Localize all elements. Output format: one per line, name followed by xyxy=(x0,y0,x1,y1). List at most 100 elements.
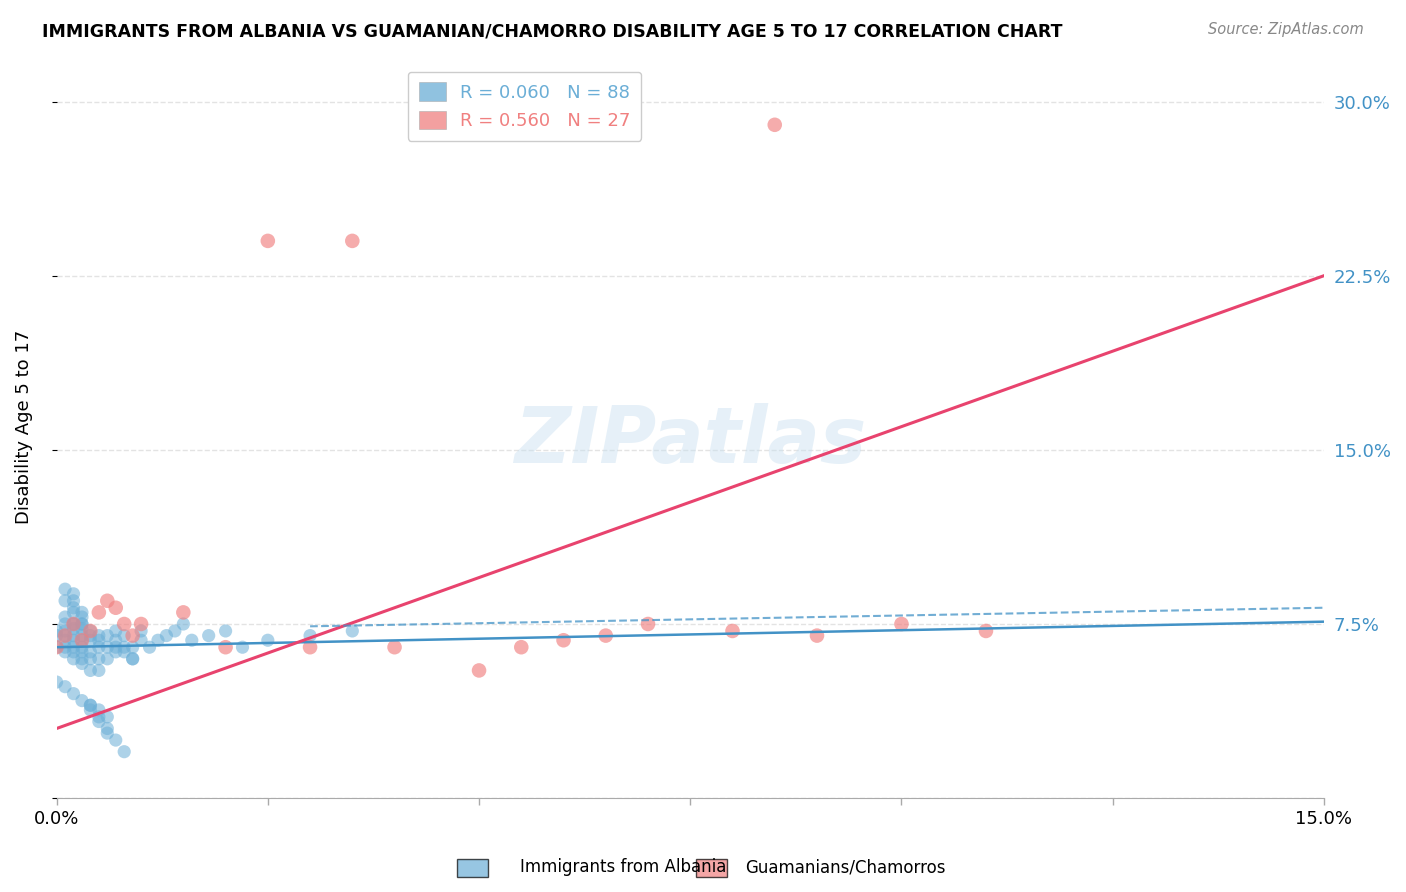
Point xyxy=(62,587,84,601)
Point xyxy=(79,629,101,643)
Point xyxy=(45,640,67,655)
Point xyxy=(53,629,76,643)
Point xyxy=(53,645,76,659)
Point xyxy=(62,622,84,636)
Point xyxy=(104,645,127,659)
Point xyxy=(53,594,76,608)
Point xyxy=(87,629,110,643)
Point xyxy=(87,664,110,678)
Point xyxy=(231,640,253,655)
Point xyxy=(96,710,118,724)
Point xyxy=(96,594,118,608)
Point xyxy=(70,693,93,707)
Point xyxy=(70,633,93,648)
Point xyxy=(121,652,143,666)
Point xyxy=(721,624,744,638)
Point xyxy=(256,234,278,248)
Point xyxy=(214,640,236,655)
Point xyxy=(172,606,194,620)
Point xyxy=(53,633,76,648)
Point xyxy=(121,640,143,655)
Point xyxy=(96,652,118,666)
Point xyxy=(112,745,135,759)
Point xyxy=(96,629,118,643)
Text: ZIPatlas: ZIPatlas xyxy=(515,403,866,480)
Point xyxy=(129,617,152,632)
Point xyxy=(974,624,997,638)
Point xyxy=(53,624,76,638)
Point xyxy=(87,714,110,729)
Point xyxy=(468,664,491,678)
Point xyxy=(637,617,659,632)
Point xyxy=(62,617,84,632)
Point xyxy=(87,652,110,666)
Point xyxy=(79,698,101,713)
Point xyxy=(62,645,84,659)
Point xyxy=(87,640,110,655)
Point xyxy=(62,606,84,620)
Point xyxy=(45,640,67,655)
Point xyxy=(163,624,186,638)
Point xyxy=(96,722,118,736)
Point xyxy=(79,664,101,678)
Point xyxy=(256,633,278,648)
Point xyxy=(342,234,364,248)
Point xyxy=(146,633,169,648)
Point xyxy=(79,624,101,638)
Point xyxy=(70,652,93,666)
Point xyxy=(96,640,118,655)
Point xyxy=(121,652,143,666)
Point xyxy=(87,703,110,717)
Point xyxy=(45,675,67,690)
Point xyxy=(53,617,76,632)
Point xyxy=(138,640,160,655)
Point xyxy=(70,622,93,636)
Text: Immigrants from Albania: Immigrants from Albania xyxy=(520,858,727,876)
Text: Guamanians/Chamorros: Guamanians/Chamorros xyxy=(745,858,946,876)
Point xyxy=(62,617,84,632)
Point xyxy=(70,610,93,624)
Point xyxy=(299,640,322,655)
Point xyxy=(104,600,127,615)
Point xyxy=(112,629,135,643)
Point xyxy=(129,633,152,648)
Point xyxy=(112,617,135,632)
Point xyxy=(553,633,575,648)
Point xyxy=(79,624,101,638)
Point xyxy=(112,640,135,655)
Point xyxy=(62,594,84,608)
Point xyxy=(112,645,135,659)
Point xyxy=(87,633,110,648)
Point xyxy=(62,629,84,643)
Point xyxy=(87,710,110,724)
Point xyxy=(595,629,617,643)
Point xyxy=(53,640,76,655)
Point xyxy=(121,629,143,643)
Point xyxy=(129,624,152,638)
Point xyxy=(70,633,93,648)
Text: IMMIGRANTS FROM ALBANIA VS GUAMANIAN/CHAMORRO DISABILITY AGE 5 TO 17 CORRELATION: IMMIGRANTS FROM ALBANIA VS GUAMANIAN/CHA… xyxy=(42,22,1063,40)
Point xyxy=(79,703,101,717)
Point xyxy=(79,698,101,713)
Point xyxy=(79,645,101,659)
Point xyxy=(172,617,194,632)
Point xyxy=(197,629,219,643)
Point xyxy=(214,624,236,638)
Point xyxy=(79,633,101,648)
Point xyxy=(806,629,828,643)
Point xyxy=(62,633,84,648)
Point xyxy=(763,118,786,132)
Point xyxy=(70,617,93,632)
Point xyxy=(87,606,110,620)
Point xyxy=(70,657,93,671)
Point xyxy=(342,624,364,638)
Point xyxy=(53,582,76,597)
Point xyxy=(155,629,177,643)
Point xyxy=(62,687,84,701)
Text: Source: ZipAtlas.com: Source: ZipAtlas.com xyxy=(1208,22,1364,37)
Point xyxy=(384,640,406,655)
Point xyxy=(96,726,118,740)
Point xyxy=(62,652,84,666)
Point xyxy=(104,624,127,638)
Point xyxy=(70,629,93,643)
